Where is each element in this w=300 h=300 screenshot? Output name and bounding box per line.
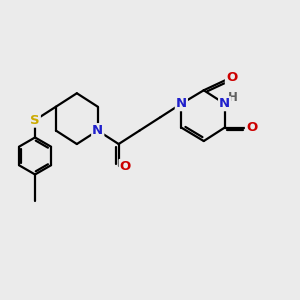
Text: O: O bbox=[226, 71, 237, 84]
Text: N: N bbox=[92, 124, 103, 137]
Text: H: H bbox=[228, 91, 238, 103]
Text: O: O bbox=[120, 160, 131, 173]
Text: O: O bbox=[246, 121, 257, 134]
Text: N: N bbox=[219, 97, 230, 110]
Text: S: S bbox=[30, 114, 40, 127]
Text: N: N bbox=[176, 97, 187, 110]
